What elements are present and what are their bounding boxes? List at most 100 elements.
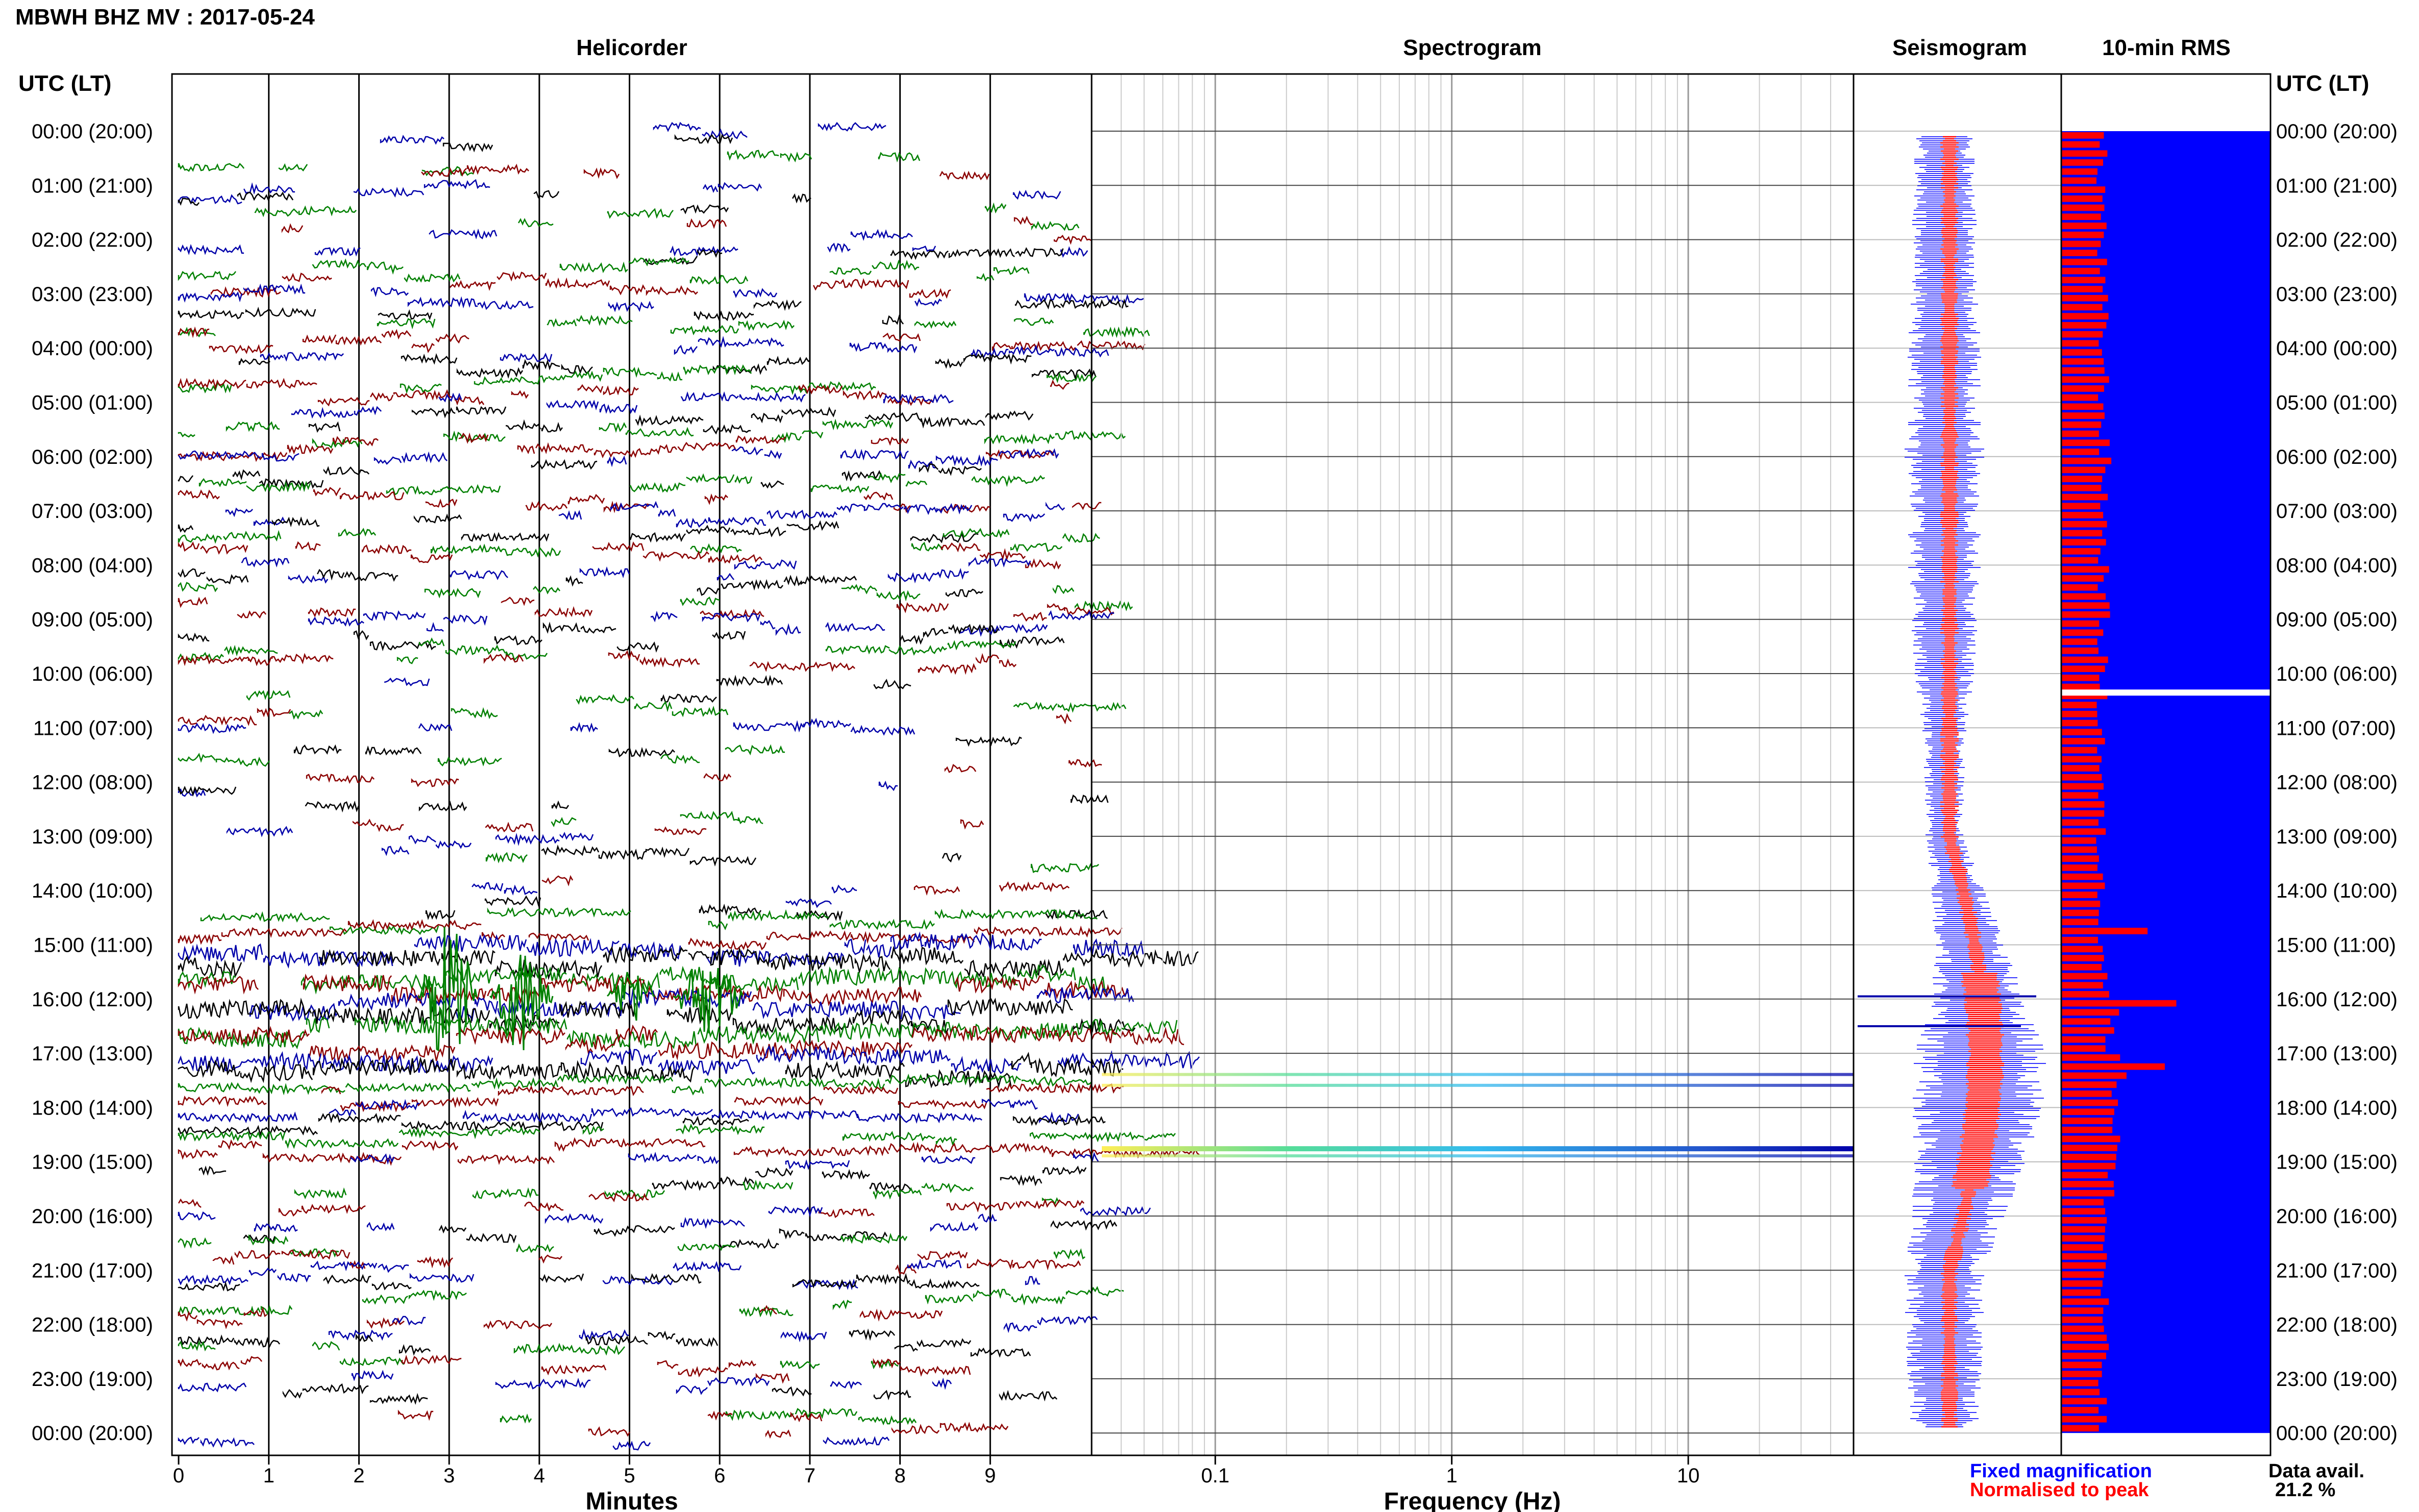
rms-bar xyxy=(2061,231,2104,238)
rms-bar xyxy=(2061,1271,2104,1278)
helicorder-trace xyxy=(178,1273,980,1292)
helicorder-trace xyxy=(178,707,1072,726)
rms-bar xyxy=(2061,539,2106,546)
rms-bar xyxy=(2061,259,2107,265)
rms-bar xyxy=(2061,457,2112,464)
rms-bar xyxy=(2061,412,2105,419)
helicorder-trace xyxy=(178,1305,943,1330)
helicorder-trace xyxy=(178,446,1059,469)
rms-bar xyxy=(2061,349,2102,356)
time-label-right: 20:00 (16:00) xyxy=(2276,1205,2398,1228)
helicorder-trace xyxy=(178,597,1114,622)
rms-bar xyxy=(2061,186,2106,193)
time-label-right: 19:00 (15:00) xyxy=(2276,1151,2398,1174)
data-avail-label: Data avail. xyxy=(2268,1460,2364,1482)
rms-bar xyxy=(2061,385,2104,392)
helicorder-trace xyxy=(178,228,1089,258)
rms-bar xyxy=(2061,1253,2107,1260)
rms-bar xyxy=(2061,204,2105,211)
helicorder-trace xyxy=(254,202,1080,231)
time-label-left: 01:00 (21:00) xyxy=(32,175,153,197)
rms-bar xyxy=(2061,1199,2104,1206)
rms-bar xyxy=(2061,1316,2103,1323)
helicorder-trace xyxy=(243,1219,1118,1249)
minute-tick-label: 7 xyxy=(804,1465,816,1487)
rms-bar xyxy=(2061,1135,2120,1143)
helicorder-trace xyxy=(178,622,1065,653)
rms-bar xyxy=(2061,729,2102,736)
frequency-tick-label: 1 xyxy=(1446,1465,1458,1487)
rms-bar xyxy=(2061,1407,2099,1414)
time-label-left: 19:00 (15:00) xyxy=(32,1151,153,1174)
time-label-left: 02:00 (22:00) xyxy=(32,229,153,252)
rms-bar xyxy=(2061,1036,2106,1043)
rms-bar xyxy=(2061,955,2104,961)
helicorder-trace xyxy=(260,336,1109,363)
time-label-left: 06:00 (02:00) xyxy=(32,446,153,468)
helicorder-trace xyxy=(199,472,1045,495)
rms-bar xyxy=(2061,177,2096,184)
time-label-left: 00:00 (20:00) xyxy=(32,120,153,143)
rms-bar xyxy=(2061,1072,2127,1079)
rms-bar xyxy=(2061,936,2098,944)
time-label-right: 17:00 (13:00) xyxy=(2276,1043,2398,1065)
helicorder-trace xyxy=(328,1316,1098,1343)
rms-bar xyxy=(2061,1208,2106,1214)
rms-bar xyxy=(2061,421,2102,428)
time-label-left: 10:00 (06:00) xyxy=(32,663,153,685)
helicorder-trace xyxy=(178,780,898,798)
rms-bar xyxy=(2061,548,2101,555)
helicorder-trace xyxy=(225,501,1065,529)
rms-bar xyxy=(2061,1153,2116,1160)
rms-bar xyxy=(2061,466,2106,474)
rms-bar xyxy=(2061,430,2099,437)
time-label-right: 02:00 (22:00) xyxy=(2276,229,2398,252)
rms-bar xyxy=(2061,837,2096,844)
rms-bar xyxy=(2061,286,2103,292)
rms-bar xyxy=(2061,403,2104,410)
helicorder-trace xyxy=(178,1112,1106,1136)
helicorder-trace xyxy=(178,1045,1200,1077)
rms-bar xyxy=(2061,1371,2102,1377)
helicorder-trace xyxy=(178,568,983,598)
minute-tick-label: 2 xyxy=(353,1465,364,1487)
rms-bar xyxy=(2061,1000,2177,1007)
rms-bar xyxy=(2061,493,2108,501)
time-label-left: 18:00 (14:00) xyxy=(32,1097,153,1119)
time-axis-right: 00:00 (20:00) 01:00 (21:00) 02:00 (22:00) 0… xyxy=(2276,120,2398,1445)
rms-title: 10-min RMS xyxy=(2102,35,2231,60)
helicorder-trace xyxy=(425,895,1108,922)
rms-bar xyxy=(2061,1325,2104,1332)
rms-bar xyxy=(2061,720,2098,727)
time-label-right: 21:00 (17:00) xyxy=(2276,1259,2398,1282)
helicorder-trace xyxy=(178,1354,971,1384)
utc-label-left: UTC (LT) xyxy=(18,71,111,96)
rms-bar xyxy=(2061,864,2097,871)
rms-bar xyxy=(2061,891,2097,898)
spectrogram-title: Spectrogram xyxy=(1403,35,1541,60)
helicorder-trace xyxy=(200,907,1098,935)
rms-bar xyxy=(2061,810,2105,817)
rms-bar xyxy=(2061,928,2148,934)
rms-bar xyxy=(2061,792,2099,799)
helicorder-trace xyxy=(291,391,954,419)
time-label-right: 05:00 (01:00) xyxy=(2276,392,2398,414)
helicorder-trace xyxy=(178,432,1055,462)
helicorder-trace xyxy=(500,1408,917,1426)
rms-bar xyxy=(2061,1009,2119,1016)
rms-bar xyxy=(2061,141,2100,148)
frequency-tick-label: 10 xyxy=(1677,1465,1700,1487)
helicorder-trace xyxy=(178,541,1062,569)
time-label-right: 10:00 (06:00) xyxy=(2276,663,2398,685)
helicorder-trace xyxy=(178,283,1144,312)
rms-bar xyxy=(2061,1162,2116,1170)
helicorder-trace xyxy=(246,690,1127,720)
time-label-right: 03:00 (23:00) xyxy=(2276,283,2398,306)
rms-frame xyxy=(2060,73,2272,1456)
rms-bar xyxy=(2061,1108,2114,1116)
legend-normalised: Normalised to peak xyxy=(1970,1479,2149,1501)
helicorder-trace xyxy=(178,1436,890,1451)
rms-bar xyxy=(2061,1126,2113,1133)
helicorder-trace xyxy=(178,256,1030,285)
